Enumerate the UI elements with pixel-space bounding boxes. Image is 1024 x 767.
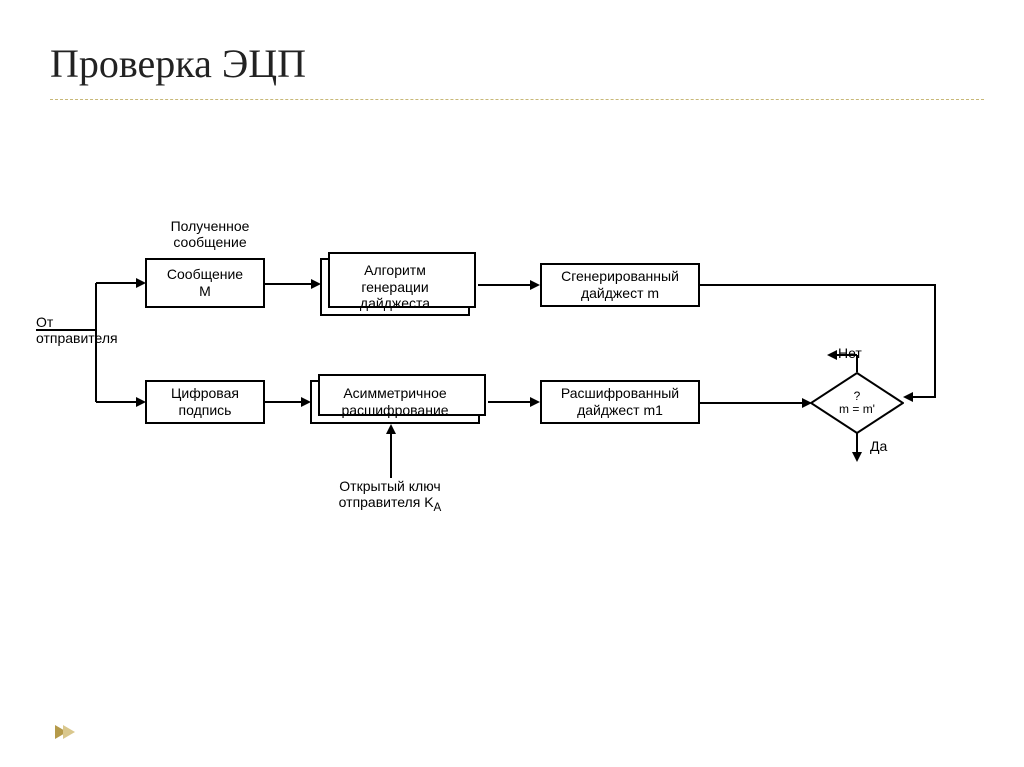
arrow-sender-split [36,280,146,410]
text: Цифровая [171,385,239,401]
flowchart: Полученное сообщение От отправителя Откр… [0,0,1024,767]
node-asym-decrypt: Асимметричное расшифрование [310,380,480,424]
node-decrypted-digest: Расшифрованный дайджест m1 [540,380,700,424]
arrow-sig-to-decrypt [265,396,311,408]
text: Асимметричное [343,385,446,401]
text: Сообщение [167,266,243,282]
arrow-key-to-decrypt [385,424,397,478]
text: отправителя K [339,494,434,510]
label-yes: Да [870,438,887,454]
label-public-key: Открытый ключ отправителя KA [300,478,480,514]
node-generated-digest: Сгенерированный дайджест m [540,263,700,307]
text: генерации [361,279,428,295]
text: Расшифрованный [561,385,679,401]
arrow-decision-no [857,352,887,378]
text: дайджест m1 [577,402,663,418]
arrow-gendigest-to-decision [700,279,950,414]
text: M [199,283,211,299]
arrow-msg-to-algo [265,278,321,290]
text: дайджест m [581,285,659,301]
arrow-decdigest-to-decision [700,397,812,409]
arrow-decrypt-to-decdigest [488,396,540,408]
text: Алгоритм [364,262,426,278]
node-message: Сообщение M [145,258,265,308]
text: Сгенерированный [561,268,679,284]
arrow-algo-to-gendigest [478,279,540,291]
slide-footer-marker [55,725,75,739]
subscript: A [434,501,442,514]
arrow-decision-yes [851,432,863,462]
text: Открытый ключ [339,478,440,494]
node-signature: Цифровая подпись [145,380,265,424]
label-received-message: Полученное сообщение [150,218,270,250]
text: дайджеста [360,295,430,311]
text: подпись [179,402,232,418]
slide: Проверка ЭЦП Полученное сообщение От отп… [0,0,1024,767]
node-digest-algorithm: Алгоритм генерации дайджеста [320,258,470,316]
text: расшифрование [341,402,448,418]
text: Полученное [171,218,250,234]
text: сообщение [173,234,246,250]
